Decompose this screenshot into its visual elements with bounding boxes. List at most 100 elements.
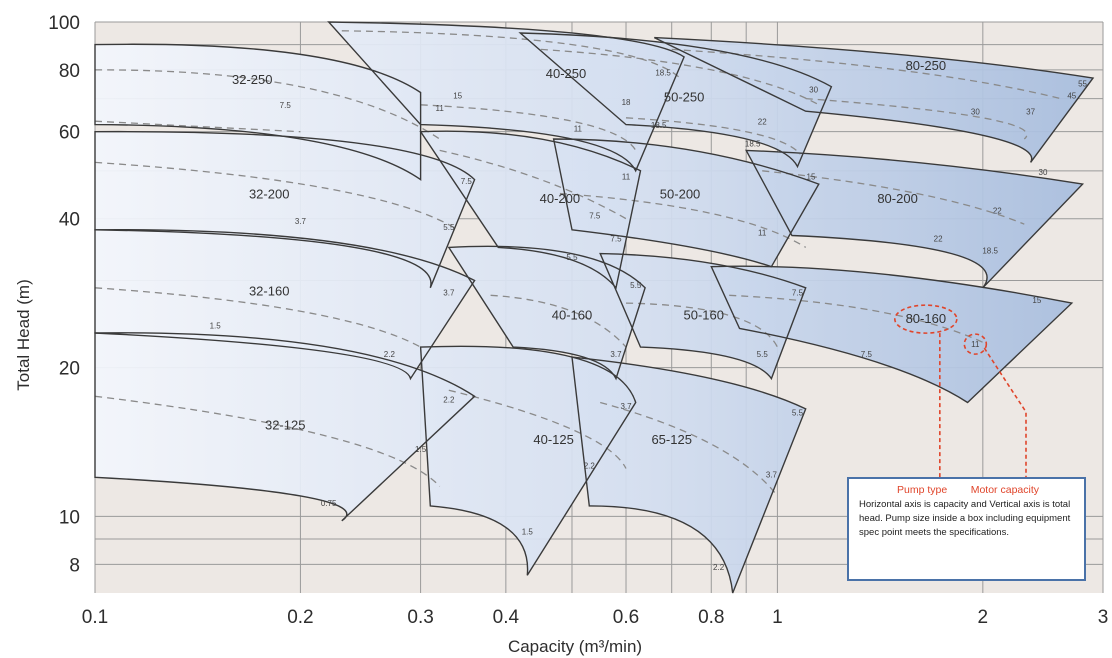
region-65-125: [572, 357, 806, 593]
region-label-80-200: 80-200: [877, 191, 917, 206]
motor-kw-label: 7.5: [861, 350, 873, 359]
motor-kw-label: 30: [1039, 168, 1048, 177]
motor-kw-label: 5.5: [566, 253, 578, 262]
motor-capacity-highlight: [963, 333, 988, 355]
region-32-160: [95, 229, 475, 379]
motor-kw-label: 45: [1067, 92, 1076, 101]
dashed-curve-80-200: [762, 170, 1025, 225]
motor-capacity-callout: Motor capacity: [970, 484, 1039, 496]
region-label-80-160: 80-160: [906, 311, 946, 326]
region-32-200: [95, 131, 475, 288]
motor-capacity-leader: [983, 347, 1027, 480]
dashed-curve-50-160: [625, 302, 778, 348]
motor-kw-label: 18.5: [655, 68, 671, 77]
motor-kw-label: 30: [971, 107, 980, 116]
motor-kw-label: 22: [934, 234, 943, 243]
dashed-curve-40-250: [341, 30, 681, 79]
x-tick-label: 0.1: [82, 607, 108, 628]
dashed-curve-80-160: [729, 294, 984, 343]
motor-kw-label: 37: [1026, 107, 1035, 116]
region-outline-65-125: [571, 356, 807, 594]
region-label-80-250: 80-250: [906, 58, 946, 73]
motor-kw-label: 18.5: [982, 247, 998, 256]
x-axis-title: Capacity (m³/min): [508, 637, 642, 656]
motor-kw-label: 1.5: [210, 321, 222, 330]
y-tick-label: 60: [59, 123, 80, 144]
pump-type-highlight: [894, 304, 958, 334]
dashed-curve-50-250: [625, 117, 801, 155]
x-tick-label: 0.4: [493, 607, 520, 628]
motor-kw-label: 3.7: [766, 470, 778, 479]
y-tick-label: 100: [48, 13, 80, 34]
dashed-curve-40-200: [439, 149, 627, 220]
region-label-32-200: 32-200: [249, 186, 289, 201]
dashed-curve-40-160: [490, 294, 627, 348]
region-label-32-125: 32-125: [265, 417, 305, 432]
dashed-curve-32-250: [94, 69, 441, 140]
dashed-curve-32-160: [94, 287, 421, 348]
x-tick-label: 0.3: [407, 607, 433, 628]
motor-kw-label: 22: [758, 118, 767, 127]
x-tick-label: 0.8: [698, 607, 724, 628]
motor-kw-label: 2.2: [443, 395, 455, 404]
motor-kw-label: 5.5: [443, 223, 455, 232]
motor-kw-label: 5.5: [792, 408, 804, 417]
region-label-32-160: 32-160: [249, 283, 289, 298]
dashed-curve-65-125: [600, 401, 778, 497]
motor-kw-label: 7.5: [589, 212, 601, 221]
region-50-200: [553, 139, 819, 267]
region-outline-40-125: [419, 345, 637, 576]
region-outline-32-160: [94, 229, 476, 381]
region-label-50-200: 50-200: [660, 186, 700, 201]
motor-kw-label: 7.5: [610, 234, 622, 243]
motor-kw-label: 1.5: [415, 445, 427, 454]
y-tick-label: 20: [59, 359, 80, 380]
motor-kw-label: 55: [1078, 80, 1087, 89]
region-label-40-250: 40-250: [546, 66, 586, 81]
pump-type-callout: Pump type: [897, 484, 948, 496]
region-80-250: [654, 37, 1093, 163]
dashed-curve-32-125: [94, 395, 441, 487]
motor-kw-label: 3.7: [295, 217, 307, 226]
motor-kw-label: 15: [1032, 296, 1041, 305]
motor-kw-label: 18.5: [745, 139, 761, 148]
motor-kw-label: 2.2: [713, 563, 725, 572]
region-outline-40-250: [327, 21, 685, 173]
region-label-50-160: 50-160: [684, 308, 724, 323]
motor-kw-label: 3.7: [443, 288, 455, 297]
region-label-40-160: 40-160: [552, 308, 592, 323]
dashed-curve-32-250: [94, 120, 301, 133]
motor-kw-label: 15: [453, 92, 462, 101]
motor-kw-label: 11: [971, 340, 980, 349]
motor-kw-label: 11: [574, 125, 583, 134]
x-tick-label: 3: [1098, 607, 1109, 628]
region-outline-50-160: [599, 252, 807, 381]
dashed-curve-40-125: [448, 389, 627, 469]
y-tick-label: 8: [69, 555, 80, 576]
region-outline-32-200: [94, 130, 476, 289]
x-tick-label: 2: [978, 607, 989, 628]
motor-kw-label: 22: [993, 206, 1002, 215]
motor-kw-label: 3.7: [620, 402, 632, 411]
motor-kw-label: 3.7: [610, 350, 622, 359]
motor-kw-label: 30: [809, 86, 818, 95]
motor-kw-label: 0.75: [321, 499, 337, 508]
dashed-curve-50-250: [540, 48, 820, 106]
x-tick-label: 1: [772, 607, 783, 628]
y-tick-label: 10: [59, 507, 80, 528]
motor-kw-label: 18: [622, 98, 631, 107]
region-label-32-250: 32-250: [232, 72, 272, 87]
region-80-200: [746, 150, 1083, 288]
note-text: Horizontal axis is capacity and Vertical…: [859, 499, 1071, 538]
region-outline-80-200: [745, 149, 1085, 289]
region-label-40-125: 40-125: [533, 432, 573, 447]
motor-kw-label: 7.5: [280, 101, 292, 110]
region-outline-50-250: [518, 32, 833, 169]
region-40-160: [448, 246, 646, 379]
motor-kw-label: 18.5: [651, 121, 667, 130]
motor-kw-label: 11: [758, 228, 767, 237]
motor-kw-label: 11: [436, 104, 445, 113]
region-label-40-200: 40-200: [540, 191, 580, 206]
motor-kw-label: 5.5: [630, 281, 642, 290]
